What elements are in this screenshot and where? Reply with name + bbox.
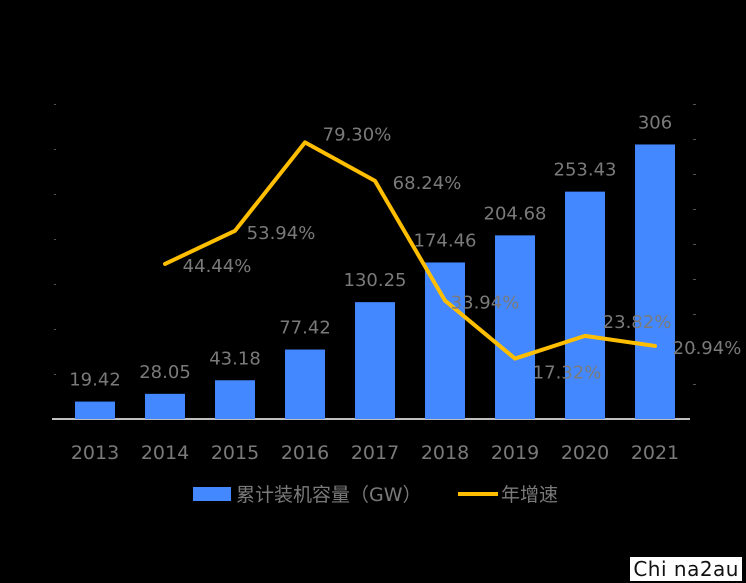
x-tick-label: 2016 <box>281 442 329 464</box>
bar <box>565 191 605 419</box>
left-axis-tick <box>54 239 56 240</box>
bar-labels: 19.42 28.05 43.18 77.42 130.25 174.46 204.68 25… <box>69 112 672 390</box>
growth-value-label: 53.94% <box>247 223 316 244</box>
growth-line <box>163 140 657 361</box>
growth-value-label: 17.32% <box>533 363 602 384</box>
bar-value-label: 19.42 <box>69 370 121 391</box>
x-tick-label: 2021 <box>631 442 679 464</box>
bar <box>215 380 255 419</box>
x-tick-label: 2013 <box>71 442 119 464</box>
bar <box>75 401 115 419</box>
bars <box>75 144 675 419</box>
x-tick-label: 2015 <box>211 442 259 464</box>
growth-value-label: 79.30% <box>323 124 392 145</box>
x-tick-label: 2019 <box>491 442 539 464</box>
bar <box>425 262 465 419</box>
left-axis-tick <box>54 104 56 105</box>
right-axis-tick <box>693 279 696 280</box>
bar-value-label: 204.68 <box>484 203 547 224</box>
growth-value-label: 44.44% <box>183 256 252 277</box>
bar <box>355 302 395 419</box>
left-axis-tick <box>54 194 56 195</box>
bar-value-label: 28.05 <box>139 362 191 383</box>
bar-value-label: 306 <box>638 112 672 133</box>
x-tick-label: 2017 <box>351 442 399 464</box>
bar <box>495 235 535 419</box>
bar-value-label: 130.25 <box>344 270 407 291</box>
right-axis-tick <box>693 244 696 245</box>
bar <box>285 349 325 419</box>
x-tick-label: 2014 <box>141 442 189 464</box>
x-tick-label: 2018 <box>421 442 469 464</box>
bar-value-label: 77.42 <box>279 318 331 339</box>
right-axis-tick <box>693 209 696 210</box>
bar-value-label: 43.18 <box>209 348 261 369</box>
watermark: Chi na2au <box>630 557 742 581</box>
bar-value-label: 174.46 <box>414 230 477 251</box>
growth-value-label: 33.94% <box>451 293 520 314</box>
legend: 累计装机容量（GW） 年增速 <box>193 484 558 506</box>
left-axis-tick <box>54 284 56 285</box>
growth-value-label: 23.82% <box>603 312 672 333</box>
legend-line-label: 年增速 <box>501 484 558 506</box>
right-axis-tick <box>693 349 696 350</box>
legend-bar-label: 累计装机容量（GW） <box>236 484 422 506</box>
right-axis-tick <box>693 174 696 175</box>
x-tick-label: 2020 <box>561 442 609 464</box>
bar-value-label: 253.43 <box>554 160 617 181</box>
right-axis-tick <box>693 104 696 105</box>
left-axis-tick <box>54 374 56 375</box>
line-labels: 44.44% 53.94% 79.30% 68.24% 33.94% 17.32% 23.8… <box>183 124 742 383</box>
right-axis-tick <box>693 384 696 385</box>
x-tick-labels: 2013 2014 2015 2016 2017 2018 2019 2020 2021 <box>71 442 679 464</box>
bar <box>145 393 185 419</box>
growth-series-line <box>163 140 657 361</box>
right-axis-tick <box>693 314 696 315</box>
right-axis-tick <box>693 139 696 140</box>
left-axis-tick <box>54 149 56 150</box>
legend-bar-swatch <box>193 487 231 501</box>
left-axis-tick <box>54 329 56 330</box>
growth-value-label: 68.24% <box>393 173 462 194</box>
bar <box>635 144 675 419</box>
growth-value-label: 20.94% <box>673 338 742 359</box>
